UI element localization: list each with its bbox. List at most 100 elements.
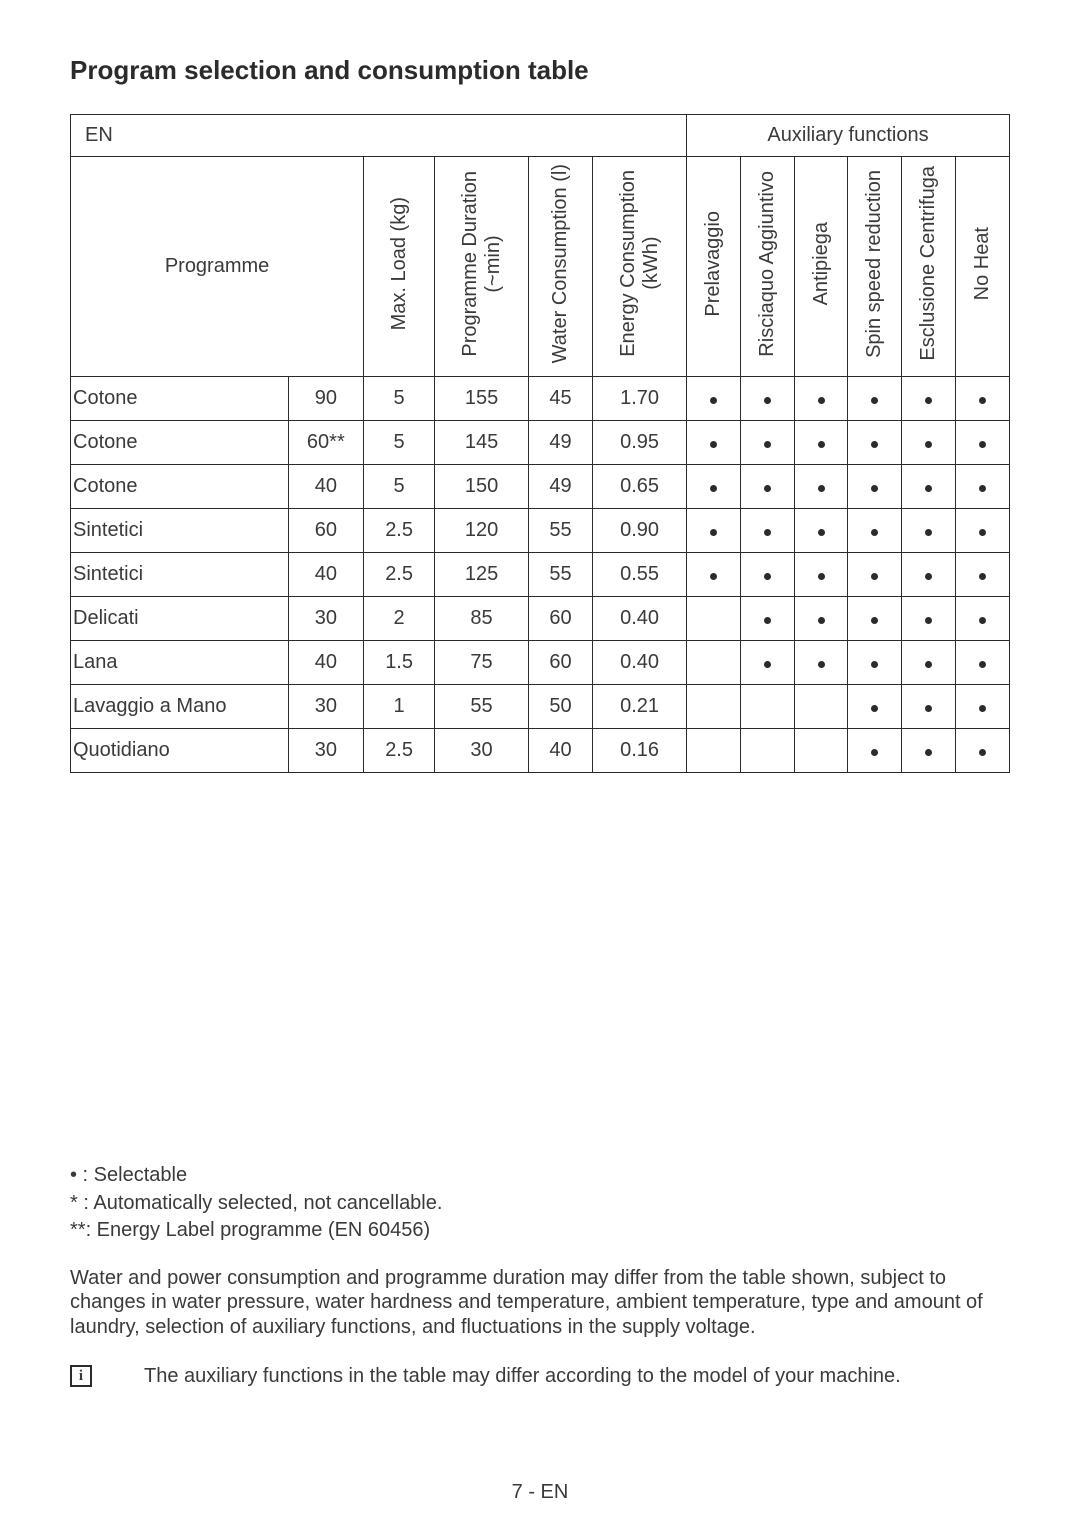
legend-auto: * : Automatically selected, not cancella…: [70, 1191, 1010, 1217]
col-water: Water Consumption (l): [528, 157, 592, 377]
cell-aux: [794, 685, 848, 729]
cell-value: 55: [435, 685, 529, 729]
cell-aux: [902, 729, 956, 773]
cell-aux: [794, 597, 848, 641]
dot-icon: [710, 397, 717, 404]
dot-icon: [818, 529, 825, 536]
consumption-table: EN Auxiliary functions Programme Max. Lo…: [70, 114, 1010, 773]
cell-programme: Lana: [71, 641, 289, 685]
dot-icon: [871, 573, 878, 580]
cell-aux: [848, 597, 902, 641]
cell-aux: [848, 421, 902, 465]
dot-icon: [764, 573, 771, 580]
table-row: Cotone60**5145490.95: [71, 421, 1010, 465]
col-energy: Energy Consumption(kWh): [593, 157, 687, 377]
table-row: Delicati30285600.40: [71, 597, 1010, 641]
dot-icon: [818, 485, 825, 492]
cell-value: 75: [435, 641, 529, 685]
cell-value: 145: [435, 421, 529, 465]
cell-value: 0.65: [593, 465, 687, 509]
cell-value: 30: [288, 685, 364, 729]
cell-aux: [740, 465, 794, 509]
legend: • : Selectable * : Automatically selecte…: [70, 1163, 1010, 1244]
cell-programme: Sintetici: [71, 553, 289, 597]
dot-icon: [871, 617, 878, 624]
dot-icon: [979, 441, 986, 448]
cell-value: 90: [288, 377, 364, 421]
info-note-text: The auxiliary functions in the table may…: [144, 1365, 901, 1388]
cell-aux: [956, 553, 1010, 597]
dot-icon: [710, 485, 717, 492]
cell-aux: [902, 597, 956, 641]
cell-aux: [848, 465, 902, 509]
info-icon: i: [70, 1365, 92, 1387]
legend-selectable: • : Selectable: [70, 1163, 1010, 1189]
cell-programme: Cotone: [71, 377, 289, 421]
group-header-right: Auxiliary functions: [687, 115, 1010, 157]
cell-value: 0.40: [593, 597, 687, 641]
dot-icon: [871, 705, 878, 712]
col-max-load: Max. Load (kg): [364, 157, 435, 377]
dot-icon: [871, 661, 878, 668]
table-row: Lana401.575600.40: [71, 641, 1010, 685]
cell-aux: [740, 377, 794, 421]
cell-programme: Cotone: [71, 421, 289, 465]
cell-aux: [794, 377, 848, 421]
cell-value: 60: [528, 597, 592, 641]
cell-aux: [740, 553, 794, 597]
cell-aux: [740, 421, 794, 465]
cell-aux: [902, 553, 956, 597]
dot-icon: [764, 617, 771, 624]
cell-aux: [687, 509, 741, 553]
cell-aux: [902, 509, 956, 553]
cell-aux: [794, 553, 848, 597]
dot-icon: [925, 529, 932, 536]
cell-value: 2.5: [364, 553, 435, 597]
cell-aux: [794, 641, 848, 685]
dot-icon: [925, 485, 932, 492]
dot-icon: [818, 397, 825, 404]
dot-icon: [764, 441, 771, 448]
cell-aux: [956, 641, 1010, 685]
col-aux-0: Prelavaggio: [687, 157, 741, 377]
cell-aux: [902, 465, 956, 509]
cell-value: 49: [528, 421, 592, 465]
cell-aux: [687, 421, 741, 465]
cell-value: 40: [288, 553, 364, 597]
dot-icon: [764, 661, 771, 668]
cell-aux: [956, 597, 1010, 641]
cell-aux: [794, 729, 848, 773]
cell-value: 150: [435, 465, 529, 509]
cell-aux: [740, 641, 794, 685]
dot-icon: [979, 485, 986, 492]
dot-icon: [818, 573, 825, 580]
col-duration: Programme Duration(~min): [435, 157, 529, 377]
dot-icon: [710, 573, 717, 580]
cell-value: 40: [288, 465, 364, 509]
cell-aux: [848, 641, 902, 685]
dot-icon: [925, 573, 932, 580]
cell-value: 40: [528, 729, 592, 773]
dot-icon: [818, 441, 825, 448]
info-note-row: i The auxiliary functions in the table m…: [70, 1365, 1010, 1388]
cell-aux: [902, 421, 956, 465]
cell-value: 0.90: [593, 509, 687, 553]
cell-value: 125: [435, 553, 529, 597]
col-aux-1: Risciaquo Aggiuntivo: [740, 157, 794, 377]
cell-aux: [902, 641, 956, 685]
cell-programme: Cotone: [71, 465, 289, 509]
dot-icon: [871, 485, 878, 492]
dot-icon: [979, 529, 986, 536]
dot-icon: [979, 573, 986, 580]
dot-icon: [925, 705, 932, 712]
cell-aux: [794, 421, 848, 465]
cell-value: 0.16: [593, 729, 687, 773]
cell-value: 2: [364, 597, 435, 641]
dot-icon: [925, 617, 932, 624]
cell-value: 155: [435, 377, 529, 421]
dot-icon: [871, 441, 878, 448]
cell-programme: Lavaggio a Mano: [71, 685, 289, 729]
cell-programme: Quotidiano: [71, 729, 289, 773]
cell-value: 30: [435, 729, 529, 773]
cell-value: 0.40: [593, 641, 687, 685]
